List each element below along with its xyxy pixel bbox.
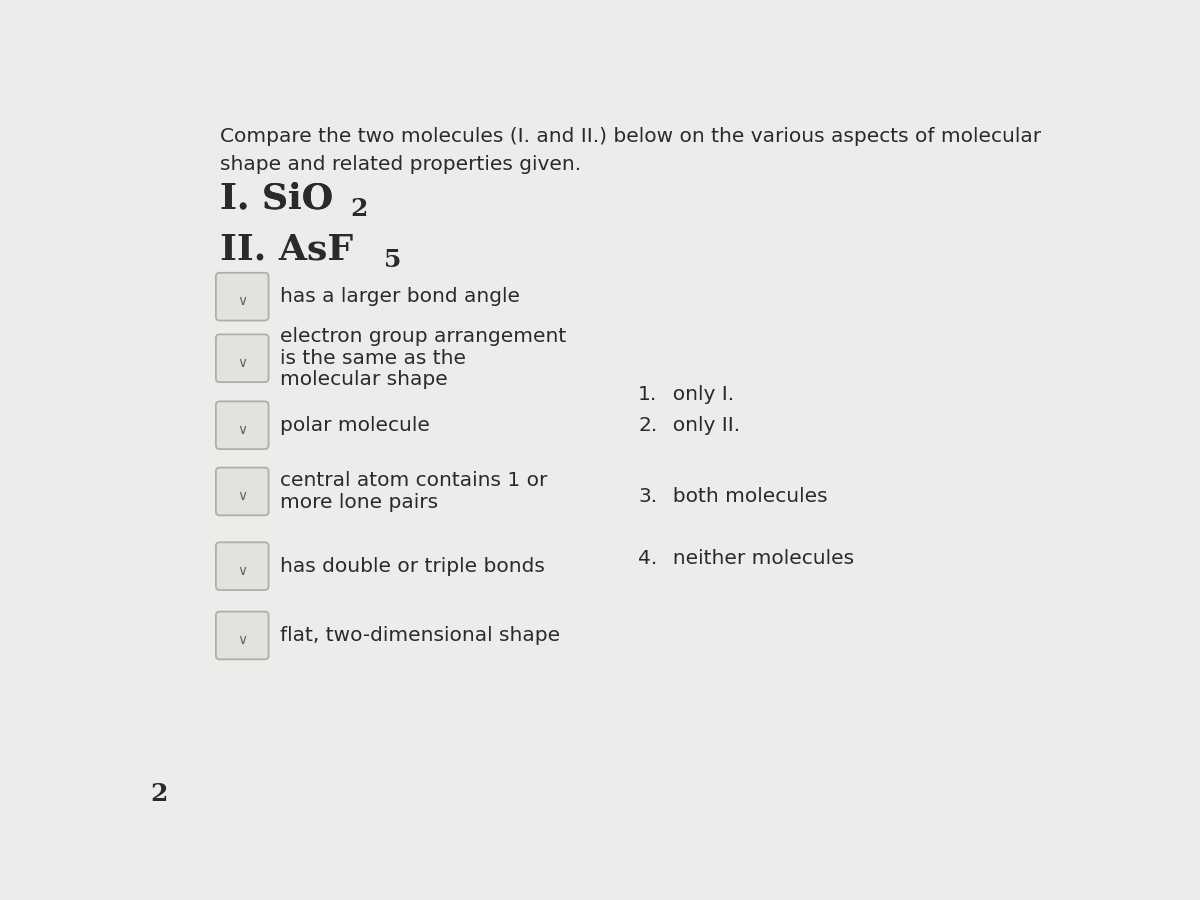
Text: ∨: ∨ xyxy=(238,423,247,436)
Text: polar molecule: polar molecule xyxy=(281,416,430,435)
Text: ∨: ∨ xyxy=(238,294,247,309)
Text: Compare the two molecules (I. and II.) below on the various aspects of molecular: Compare the two molecules (I. and II.) b… xyxy=(220,127,1040,174)
Text: 2.: 2. xyxy=(638,416,658,435)
Text: II. AsF: II. AsF xyxy=(220,233,353,266)
Text: both molecules: both molecules xyxy=(660,488,828,507)
Text: ∨: ∨ xyxy=(238,563,247,578)
Text: has double or triple bonds: has double or triple bonds xyxy=(281,556,545,576)
Text: molecular shape: molecular shape xyxy=(281,370,448,390)
Text: 2: 2 xyxy=(150,782,167,806)
FancyBboxPatch shape xyxy=(216,543,269,590)
FancyBboxPatch shape xyxy=(216,335,269,382)
FancyBboxPatch shape xyxy=(216,273,269,320)
Text: ∨: ∨ xyxy=(238,633,247,647)
Text: 5: 5 xyxy=(384,248,402,272)
Text: 3.: 3. xyxy=(638,488,658,507)
FancyBboxPatch shape xyxy=(216,612,269,660)
Text: ∨: ∨ xyxy=(238,489,247,503)
Text: I. SiO: I. SiO xyxy=(220,181,332,215)
Text: more lone pairs: more lone pairs xyxy=(281,492,438,512)
Text: electron group arrangement: electron group arrangement xyxy=(281,328,566,346)
Text: only II.: only II. xyxy=(660,416,740,435)
Text: flat, two-dimensional shape: flat, two-dimensional shape xyxy=(281,626,560,645)
Text: neither molecules: neither molecules xyxy=(660,549,854,568)
Text: 2: 2 xyxy=(350,196,367,220)
Text: I. SiO: I. SiO xyxy=(220,181,332,215)
Text: ∨: ∨ xyxy=(238,356,247,370)
FancyBboxPatch shape xyxy=(216,401,269,449)
Text: only I.: only I. xyxy=(660,385,734,404)
FancyBboxPatch shape xyxy=(216,468,269,516)
Text: 1.: 1. xyxy=(638,385,658,404)
Text: 4.: 4. xyxy=(638,549,658,568)
Text: has a larger bond angle: has a larger bond angle xyxy=(281,287,521,306)
Text: is the same as the: is the same as the xyxy=(281,348,466,368)
Text: central atom contains 1 or: central atom contains 1 or xyxy=(281,472,547,491)
